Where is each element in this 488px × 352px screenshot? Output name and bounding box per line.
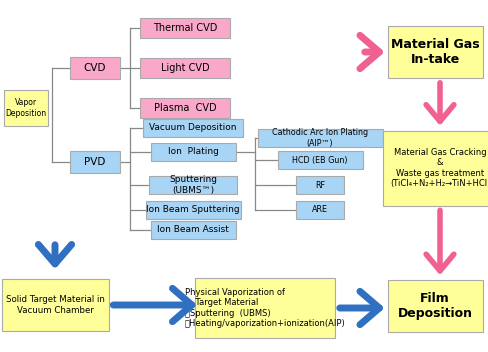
FancyBboxPatch shape xyxy=(70,151,120,173)
Text: Solid Target Material in
Vacuum Chamber: Solid Target Material in Vacuum Chamber xyxy=(5,295,104,315)
Text: CVD: CVD xyxy=(84,63,106,73)
Text: Thermal CVD: Thermal CVD xyxy=(153,23,217,33)
FancyBboxPatch shape xyxy=(150,143,236,161)
Text: Vacuum Deposition: Vacuum Deposition xyxy=(149,124,237,132)
FancyBboxPatch shape xyxy=(1,279,108,331)
FancyBboxPatch shape xyxy=(296,176,344,194)
FancyBboxPatch shape xyxy=(140,58,230,78)
FancyBboxPatch shape xyxy=(278,151,363,169)
FancyBboxPatch shape xyxy=(140,98,230,118)
Text: Material Gas
In-take: Material Gas In-take xyxy=(391,38,479,66)
FancyBboxPatch shape xyxy=(143,119,243,137)
FancyBboxPatch shape xyxy=(296,201,344,219)
FancyBboxPatch shape xyxy=(387,280,483,332)
Text: HCD (EB Gun): HCD (EB Gun) xyxy=(292,156,348,164)
Text: Plasma  CVD: Plasma CVD xyxy=(154,103,216,113)
Text: Vapor
Deposition: Vapor Deposition xyxy=(5,98,46,118)
FancyBboxPatch shape xyxy=(258,129,383,147)
Text: Cathodic Arc Ion Plating
(AIP™): Cathodic Arc Ion Plating (AIP™) xyxy=(272,128,368,148)
Text: ARE: ARE xyxy=(312,206,328,214)
FancyBboxPatch shape xyxy=(145,201,241,219)
Text: Ion Beam Assist: Ion Beam Assist xyxy=(157,226,229,234)
FancyBboxPatch shape xyxy=(140,18,230,38)
FancyBboxPatch shape xyxy=(383,131,488,206)
FancyBboxPatch shape xyxy=(195,278,335,338)
FancyBboxPatch shape xyxy=(149,176,237,194)
Text: Light CVD: Light CVD xyxy=(161,63,209,73)
Text: Physical Vaporization of
    Target Material
・Sputtering  (UBMS)
・Heating/vapori: Physical Vaporization of Target Material… xyxy=(184,288,346,328)
Text: Sputtering
(UBMS™): Sputtering (UBMS™) xyxy=(169,175,217,195)
FancyBboxPatch shape xyxy=(387,26,483,78)
Text: Ion  Plating: Ion Plating xyxy=(167,147,219,157)
Text: PVD: PVD xyxy=(84,157,106,167)
FancyBboxPatch shape xyxy=(4,90,48,126)
FancyBboxPatch shape xyxy=(70,57,120,79)
FancyBboxPatch shape xyxy=(150,221,236,239)
Text: RF: RF xyxy=(315,181,325,189)
Text: Material Gas Cracking
&
Waste gas treatment
(TiCl₄+N₂+H₂→TiN+HCl): Material Gas Cracking & Waste gas treatm… xyxy=(390,148,488,188)
Text: Film
Deposition: Film Deposition xyxy=(398,292,472,320)
Text: Ion Beam Sputtering: Ion Beam Sputtering xyxy=(146,206,240,214)
